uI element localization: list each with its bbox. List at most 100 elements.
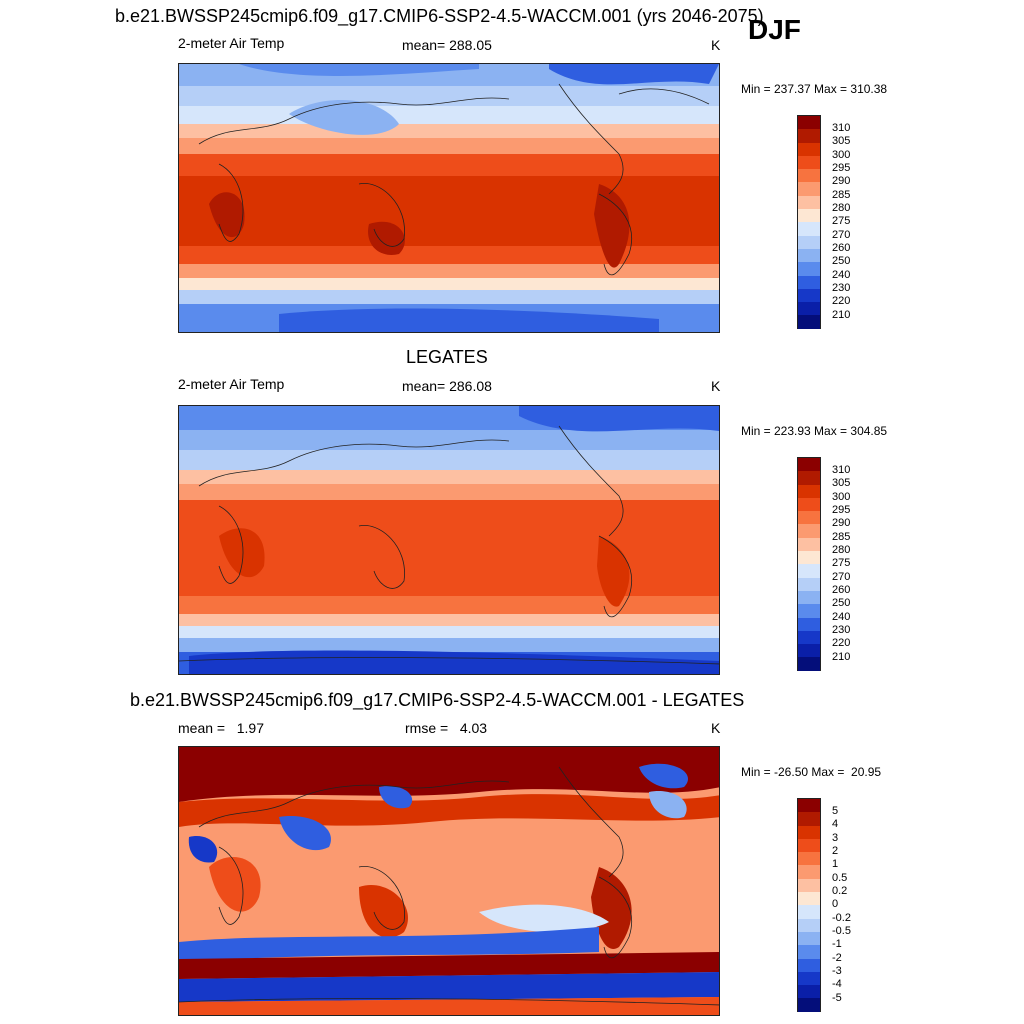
panel2-colorbar-tick: 290: [832, 517, 851, 529]
panel1-map: [178, 63, 720, 333]
panel2-colorbar-tick: 310: [832, 464, 851, 476]
panel1-colorbar-tick: 285: [832, 189, 851, 201]
panel2-colorbar-tick: 275: [832, 557, 851, 569]
panel3-colorbar-swatch: [798, 945, 820, 959]
panel2-map: [178, 405, 720, 675]
panel1-colorbar-swatch: [798, 302, 820, 316]
panel2-title: LEGATES: [406, 347, 488, 367]
panel3-colorbar-tick: 0.5: [832, 872, 848, 884]
panel2-colorbar-tick: 280: [832, 544, 851, 556]
panel1-colorbar-swatch: [798, 262, 820, 276]
panel1-colorbar-tick: 230: [832, 282, 851, 294]
panel1-colorbar-swatch: [798, 155, 820, 170]
panel1-colorbar-tick: 275: [832, 215, 851, 227]
panel2-colorbar-swatch: [798, 630, 820, 645]
panel3-colorbar-swatch: [798, 799, 820, 813]
panel1-colorbar-swatch: [798, 288, 820, 303]
panel2-colorbar-swatch: [798, 590, 820, 605]
panel3-colorbar: [797, 798, 821, 1012]
panel1-colorbar-swatch: [798, 116, 820, 130]
panel1-colorbar-tick: 310: [832, 122, 851, 134]
panel2-colorbar-tick: 300: [832, 491, 851, 503]
panel3-colorbar-tick: -0.2: [832, 912, 851, 924]
panel1-colorbar-tick: 295: [832, 162, 851, 174]
panel2-colorbar: [797, 457, 821, 671]
panel3-colorbar-swatch: [798, 878, 820, 893]
panel2-mean-label: mean= 286.08: [402, 378, 492, 394]
panel3-colorbar-tick: -2: [832, 952, 842, 964]
panel3-colorbar-tick: -0.5: [832, 925, 851, 937]
panel2-colorbar-swatch: [798, 484, 820, 498]
panel1-variable-label: 2-meter Air Temp: [178, 35, 285, 51]
panel2-colorbar-tick: 230: [832, 624, 851, 636]
panel3-mean-label: mean = 1.97: [178, 720, 265, 736]
panel3-colorbar-tick: -3: [832, 965, 842, 977]
panel2-map-svg: [179, 406, 719, 674]
panel2-colorbar-swatch: [798, 511, 820, 525]
panel2-minmax: Min = 223.93 Max = 304.85: [741, 424, 888, 438]
panel1-colorbar-tick: 280: [832, 202, 851, 214]
panel2-colorbar-swatch: [798, 471, 820, 485]
panel3-colorbar-tick: 4: [832, 818, 839, 830]
panel3-colorbar-tick: 0.2: [832, 885, 848, 897]
panel3-colorbar-tick: 2: [832, 845, 839, 857]
panel2-colorbar-swatch: [798, 657, 820, 671]
panel3-colorbar-swatch: [798, 812, 820, 826]
panel1-colorbar-swatch: [798, 235, 820, 249]
panel1-colorbar-tick: 270: [832, 229, 851, 241]
panel2-colorbar-swatch: [798, 537, 820, 552]
panel2-colorbar-tick: 305: [832, 477, 851, 489]
panel1-colorbar-tick: 250: [832, 255, 851, 267]
panel1-colorbar-swatch: [798, 142, 820, 156]
panel3-title: b.e21.BWSSP245cmip6.f09_g17.CMIP6-SSP2-4…: [130, 690, 745, 710]
panel3-colorbar-swatch: [798, 825, 820, 839]
panel1-colorbar-tick: 210: [832, 309, 851, 321]
panel3-colorbar-swatch: [798, 892, 820, 906]
panel2-colorbar-swatch: [798, 564, 820, 578]
panel3-colorbar-tick: 1: [832, 858, 839, 870]
panel1-map-svg: [179, 64, 719, 332]
panel3-colorbar-swatch: [798, 905, 820, 919]
panel2-colorbar-tick: 210: [832, 651, 851, 663]
panel2-colorbar-swatch: [798, 617, 820, 631]
panel3-colorbar-tick: -5: [832, 992, 842, 1004]
panel3-colorbar-swatch: [798, 985, 820, 999]
panel1-colorbar-tick: 300: [832, 149, 851, 161]
panel2-colorbar-swatch: [798, 604, 820, 618]
panel2-colorbar-swatch: [798, 551, 820, 565]
panel2-colorbar-swatch: [798, 458, 820, 472]
panel3-colorbar-swatch: [798, 998, 820, 1012]
panel3-units-label: K: [711, 720, 721, 736]
panel3-colorbar-swatch: [798, 918, 820, 932]
panel1-colorbar-swatch: [798, 209, 820, 223]
panel2-colorbar-tick: 220: [832, 637, 851, 649]
panel1-colorbar-swatch: [798, 275, 820, 289]
panel3-colorbar-tick: 3: [832, 832, 839, 844]
panel2-colorbar-tick: 285: [832, 531, 851, 543]
panel3-colorbar-tick: 5: [832, 805, 839, 817]
panel2-units-label: K: [711, 378, 721, 394]
panel3-colorbar-tick: -4: [832, 978, 842, 990]
panel1-colorbar-tick: 305: [832, 135, 851, 147]
panel2-variable-label: 2-meter Air Temp: [178, 376, 285, 392]
panel1-colorbar-swatch: [798, 169, 820, 183]
panel3-colorbar-swatch: [798, 865, 820, 879]
panel1-colorbar-swatch: [798, 195, 820, 210]
panel2-colorbar-tick: 270: [832, 571, 851, 583]
panel2-colorbar-swatch: [798, 524, 820, 538]
season-label: DJF: [748, 14, 801, 45]
panel2-colorbar-swatch: [798, 644, 820, 658]
panel2-colorbar-tick: 250: [832, 597, 851, 609]
panel3-rmse-label: rmse = 4.03: [405, 720, 488, 736]
panel1-units-label: K: [711, 37, 721, 53]
panel3-colorbar-swatch: [798, 971, 820, 986]
panel2-colorbar-swatch: [798, 577, 820, 591]
panel1-colorbar-tick: 260: [832, 242, 851, 254]
panel1-colorbar-tick: 290: [832, 175, 851, 187]
panel1-minmax: Min = 237.37 Max = 310.38: [741, 82, 888, 96]
panel3-colorbar-tick: 0: [832, 898, 839, 910]
panel3-colorbar-tick: -1: [832, 938, 842, 950]
panel3-colorbar-swatch: [798, 838, 820, 853]
panel1-mean-label: mean= 288.05: [402, 37, 492, 53]
panel3-colorbar-swatch: [798, 852, 820, 866]
